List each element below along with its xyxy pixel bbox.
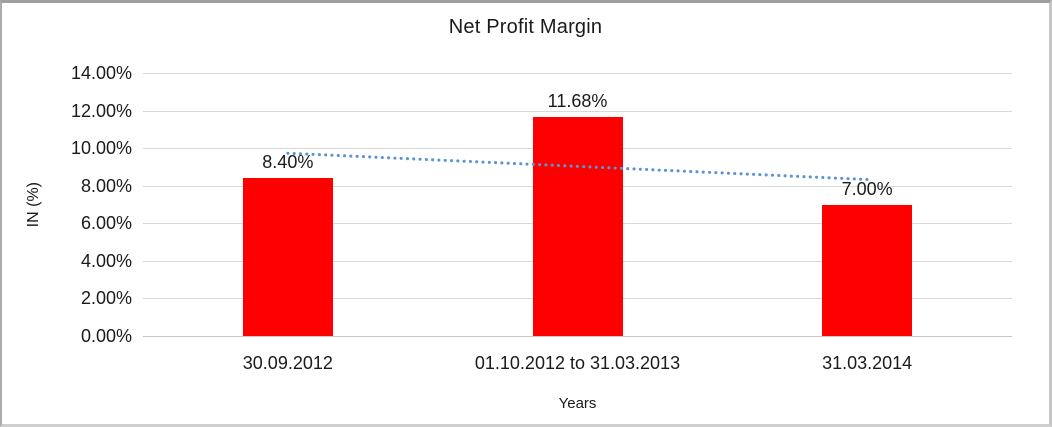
plot-area xyxy=(143,73,1012,337)
bar-data-label: 7.00% xyxy=(841,178,893,199)
bar-data-label: 8.40% xyxy=(262,152,314,173)
y-tick-label: 12.00% xyxy=(70,100,132,121)
x-axis-line xyxy=(143,336,1012,337)
y-tick-label: 6.00% xyxy=(80,213,132,234)
bar xyxy=(822,204,913,336)
x-tick-label: 31.03.2014 xyxy=(822,353,913,373)
y-tick-label: 14.00% xyxy=(70,63,132,83)
bar xyxy=(532,116,623,336)
y-tick-label: 10.00% xyxy=(70,138,132,159)
gridline xyxy=(143,73,1012,74)
x-tick-label: 01.10.2012 to 31.03.2013 xyxy=(474,353,681,373)
chart-title: Net Profit Margin xyxy=(448,16,603,38)
bar xyxy=(242,178,333,336)
y-tick-label: 2.00% xyxy=(80,288,132,309)
gridline xyxy=(143,110,1012,112)
x-tick-label: 30.09.2012 xyxy=(242,353,333,373)
y-tick-label: 8.00% xyxy=(80,175,132,196)
bar-data-label: 11.68% xyxy=(547,90,608,111)
y-tick-label: 4.00% xyxy=(80,250,132,271)
y-tick-label: 0.00% xyxy=(80,326,132,346)
x-axis-title: Years xyxy=(558,395,597,412)
